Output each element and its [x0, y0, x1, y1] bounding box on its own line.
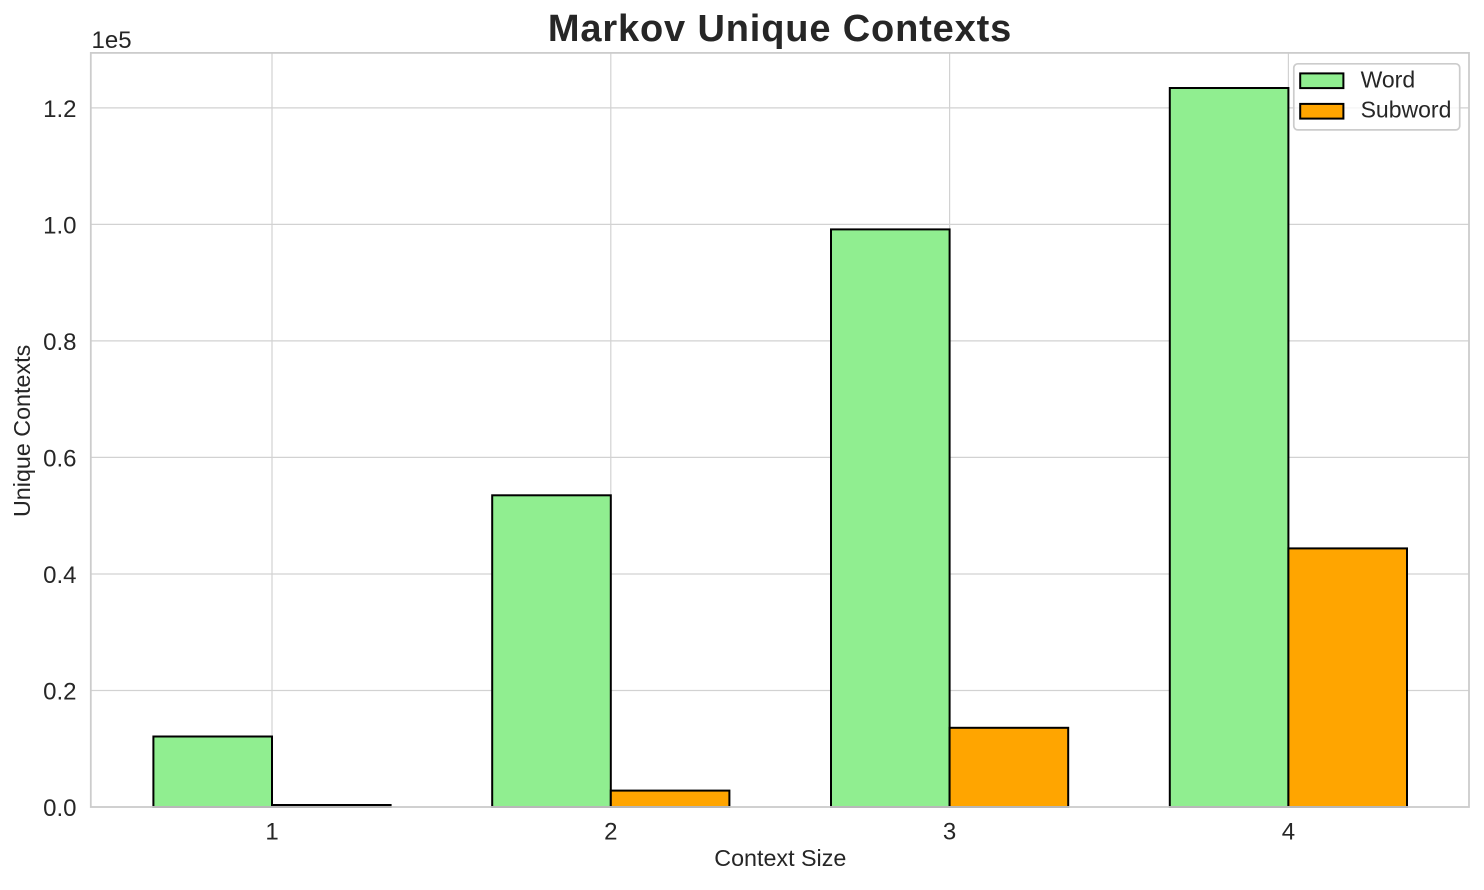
- svg-text:Context Size: Context Size: [714, 845, 846, 871]
- svg-text:2: 2: [604, 818, 617, 845]
- svg-text:1e5: 1e5: [92, 27, 132, 54]
- svg-text:1: 1: [265, 818, 278, 845]
- svg-text:4: 4: [1282, 818, 1295, 845]
- svg-text:Word: Word: [1361, 67, 1416, 93]
- svg-text:0.8: 0.8: [43, 329, 76, 356]
- svg-text:1.0: 1.0: [43, 212, 76, 239]
- svg-text:0.2: 0.2: [43, 679, 76, 706]
- svg-text:Subword: Subword: [1361, 97, 1452, 123]
- svg-text:0.6: 0.6: [43, 445, 76, 472]
- svg-text:Unique Contexts: Unique Contexts: [9, 345, 35, 517]
- svg-text:0.4: 0.4: [43, 562, 76, 589]
- svg-text:0.0: 0.0: [43, 795, 76, 822]
- svg-text:Markov Unique Contexts: Markov Unique Contexts: [548, 8, 1012, 50]
- svg-text:1.2: 1.2: [43, 96, 76, 123]
- svg-text:3: 3: [943, 818, 956, 845]
